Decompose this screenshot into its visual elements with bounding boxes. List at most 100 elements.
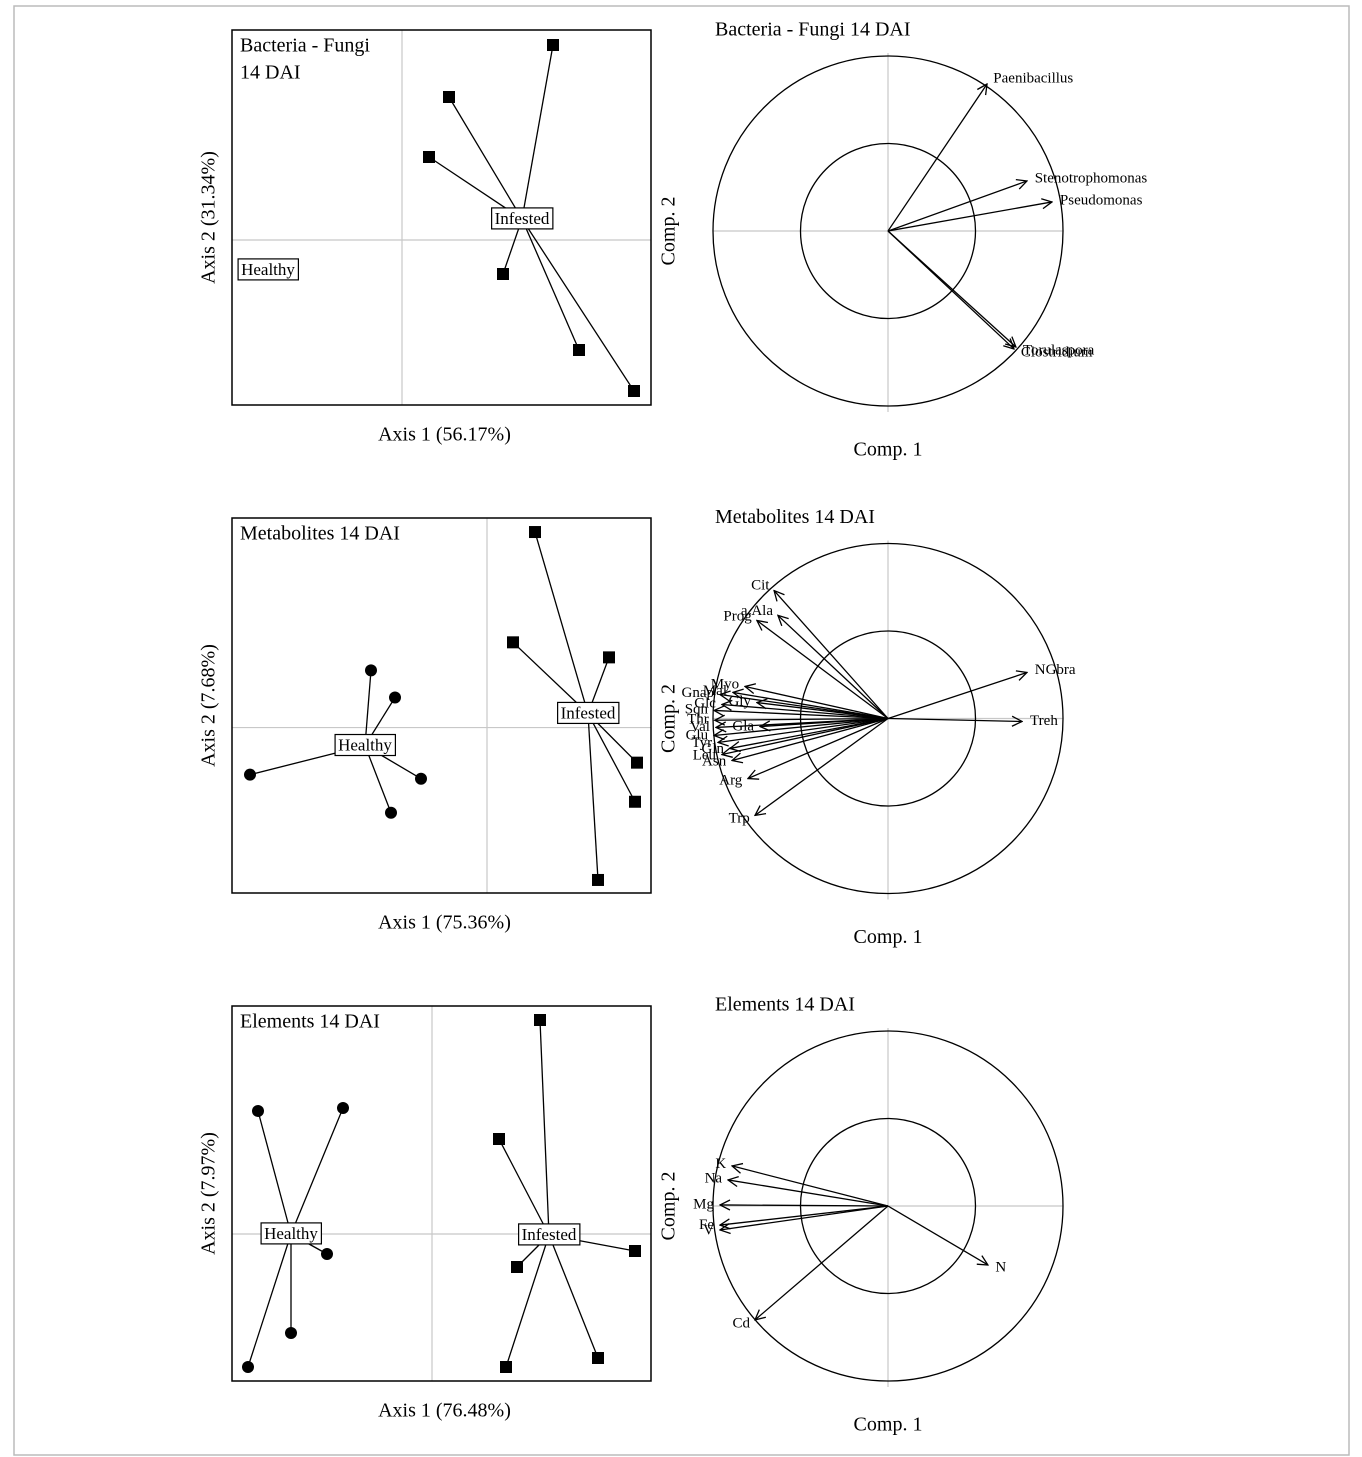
loading-arrow (748, 717, 889, 779)
x-axis-label: Axis 1 (75.36%) (378, 912, 511, 934)
y-axis-label: Axis 2 (31.34%) (198, 151, 220, 284)
point (443, 91, 455, 103)
connector (521, 218, 635, 392)
arrow-label: Cd (732, 1315, 750, 1331)
panel-title: Elements 14 DAI (715, 994, 855, 1016)
loading-arrow (755, 717, 889, 816)
x-axis-label: Comp. 1 (854, 926, 923, 948)
point (415, 772, 427, 785)
loading-arrow (887, 672, 1027, 720)
loading-arrow (715, 719, 889, 721)
x-axis-label: Axis 1 (76.48%) (378, 1400, 511, 1422)
arrow-label: Fe (699, 1217, 714, 1233)
connector (539, 1019, 550, 1236)
loading-arrow (774, 591, 889, 719)
panel-title: 14 DAI (240, 62, 301, 84)
arrow-label: Prog (723, 608, 752, 624)
arrow-label: Torulaspora (1023, 342, 1095, 358)
point (573, 344, 585, 356)
loading-arrow (728, 1180, 889, 1207)
loading-arrow (778, 615, 889, 719)
arrow-label: Leu (693, 747, 717, 763)
centroid-box (237, 258, 299, 281)
connector (548, 1234, 599, 1359)
arrow-label: Trp (729, 810, 750, 826)
centroid-box (260, 1222, 322, 1245)
arrow-label: Asn (702, 753, 727, 769)
loading-arrow (887, 84, 987, 232)
point (497, 268, 509, 280)
loading-arrow (730, 717, 889, 749)
point (423, 151, 435, 163)
point (629, 1245, 641, 1257)
group-label: Infested (522, 1225, 577, 1244)
point (631, 756, 643, 769)
y-axis-label: Comp. 2 (658, 684, 680, 753)
x-axis-label: Comp. 1 (854, 1414, 923, 1436)
group-label: Infested (561, 703, 616, 722)
correlation-circle (799, 142, 977, 320)
y-axis-label: Axis 2 (7.68%) (198, 644, 220, 767)
point (500, 1361, 512, 1373)
panel-title: Elements 14 DAI (240, 1011, 380, 1033)
group-label: Healthy (241, 260, 295, 279)
arrow-label: Glc (694, 695, 716, 711)
y-axis-label: Comp. 2 (658, 197, 680, 266)
group-label: Healthy (264, 1224, 318, 1243)
loading-arrow (720, 1205, 889, 1206)
loading-arrow (887, 1205, 988, 1265)
loading-arrow (887, 230, 1014, 349)
loading-arrow (757, 703, 889, 720)
correlation-circle (712, 55, 1064, 407)
centroid-box (557, 701, 620, 725)
connector (521, 44, 554, 220)
loading-arrow (887, 719, 1022, 722)
loading-arrow (732, 717, 889, 761)
loading-arrow (718, 717, 889, 743)
arrow-label: Stenotrophomonas (1035, 170, 1148, 186)
arrow-label: a.Ala (741, 603, 773, 619)
group-label: Healthy (338, 736, 392, 755)
x-axis-label: Axis 1 (56.17%) (378, 424, 511, 446)
loading-arrow (887, 202, 1052, 232)
point (592, 1352, 604, 1364)
connector (587, 713, 636, 803)
figure-frame (13, 5, 1350, 1456)
panel-title: Metabolites 14 DAI (240, 523, 400, 545)
point (547, 39, 559, 51)
point (592, 873, 604, 886)
arrow-label: K (715, 1156, 726, 1172)
connector (521, 218, 580, 351)
connector (290, 1107, 344, 1235)
arrow-label: Val (690, 719, 710, 735)
arrow-label: Thr (687, 712, 709, 728)
arrow-label: Sqn (685, 702, 709, 718)
loading-arrow (745, 686, 889, 720)
arrow-label: Gla (732, 718, 754, 734)
y-axis-label: Axis 2 (7.97%) (198, 1132, 220, 1255)
connector (534, 531, 589, 714)
loading-arrow (722, 705, 889, 720)
arrow-label: Gnap (682, 685, 715, 701)
arrow-label: Cit (751, 578, 770, 594)
connector (448, 96, 523, 220)
connector (247, 1233, 292, 1368)
loading-arrow (720, 1205, 889, 1225)
loading-arrow (732, 1166, 889, 1207)
connector (257, 1110, 292, 1235)
connector (364, 670, 372, 746)
connector (505, 1234, 550, 1368)
plot-frame (231, 29, 652, 406)
loading-arrow (760, 717, 889, 727)
loading-arrow (714, 710, 889, 720)
correlation-circle (712, 1030, 1064, 1382)
arrow-label: V (703, 1222, 714, 1238)
correlation-circle (799, 630, 977, 807)
arrow-label: Arg (719, 772, 743, 788)
point (629, 795, 641, 808)
group-label: Infested (495, 209, 550, 228)
point (244, 768, 256, 781)
arrow-label: Glu (686, 727, 709, 743)
plot-frame (231, 517, 652, 894)
